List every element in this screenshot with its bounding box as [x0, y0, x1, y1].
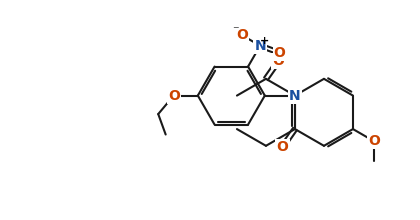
Text: O: O	[168, 89, 180, 103]
Text: N: N	[255, 39, 266, 53]
Text: O: O	[273, 54, 284, 68]
Text: +: +	[260, 36, 269, 46]
Text: O: O	[276, 140, 289, 154]
Text: O: O	[236, 28, 248, 42]
Text: O: O	[368, 134, 380, 148]
Text: N: N	[289, 89, 301, 103]
Text: ⁻: ⁻	[232, 24, 239, 37]
Text: O: O	[274, 46, 286, 60]
